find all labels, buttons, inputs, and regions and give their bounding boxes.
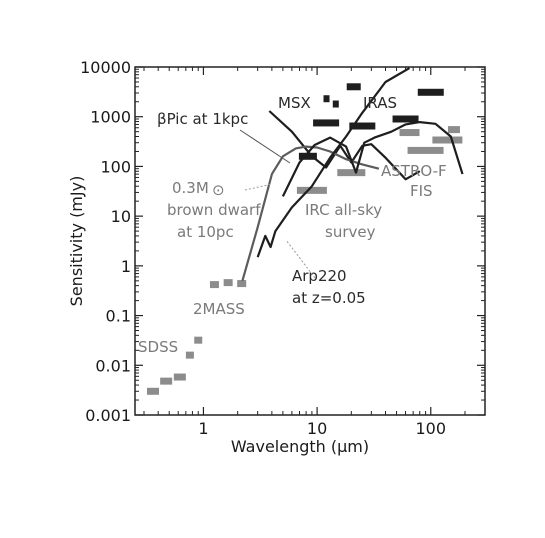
survey-bar-iras bbox=[349, 122, 376, 130]
leader-line bbox=[244, 183, 273, 191]
survey-bar-astro-f-fis bbox=[447, 126, 460, 134]
survey-bar-sdss bbox=[185, 351, 194, 359]
survey-bar-msx bbox=[298, 152, 317, 160]
survey-bar-sdss bbox=[160, 377, 173, 385]
x-tick-label: 10 bbox=[307, 419, 327, 438]
annotation-label: 0.3M bbox=[172, 179, 209, 197]
survey-limit-bars bbox=[147, 83, 463, 395]
survey-bar-astro-f-fis bbox=[399, 129, 420, 137]
axis-ticks: 1 10 100 0.001 0.01 0.1 1 10 100 1000 10000 bbox=[80, 58, 486, 438]
annotation-label: IRC all-sky bbox=[305, 201, 382, 219]
survey-bar-2mass bbox=[223, 279, 233, 287]
annotation-label: MSX bbox=[278, 94, 311, 112]
annotation-label: Arp220 bbox=[292, 267, 347, 285]
y-tick-label: 10 bbox=[111, 207, 131, 226]
survey-bar-msx bbox=[346, 83, 361, 91]
y-tick-label: 0.01 bbox=[95, 356, 131, 375]
y-tick-label: 0.1 bbox=[106, 307, 131, 326]
survey-bar-sdss bbox=[194, 336, 203, 344]
survey-bar-iras bbox=[313, 119, 340, 127]
survey-bar-msx bbox=[323, 95, 330, 103]
survey-bar-irc-all-sky-survey bbox=[296, 186, 327, 194]
x-axis-label: Wavelength (µm) bbox=[231, 437, 369, 456]
survey-bar-msx bbox=[332, 100, 339, 108]
y-tick-label: 100 bbox=[100, 157, 131, 176]
annotation-label: βPic at 1kpc bbox=[157, 110, 248, 128]
survey-bar-irc-all-sky-survey bbox=[337, 169, 366, 177]
survey-bar-sdss bbox=[173, 373, 186, 381]
survey-bar-sdss bbox=[147, 387, 160, 395]
survey-bar-astro-f-fis bbox=[407, 146, 444, 154]
survey-bar-2mass bbox=[237, 280, 247, 288]
x-tick-label: 1 bbox=[198, 419, 208, 438]
x-tick-label: 100 bbox=[415, 419, 446, 438]
y-tick-label: 0.001 bbox=[85, 406, 131, 425]
plot-frame bbox=[134, 66, 486, 416]
annotation-label: ASTRO-F bbox=[381, 162, 447, 180]
survey-bar-2mass bbox=[209, 281, 219, 289]
y-tick-label: 1 bbox=[121, 257, 131, 276]
annotation-label: at 10pc bbox=[177, 223, 234, 241]
survey-bar-iras bbox=[392, 115, 419, 123]
annotation-label: survey bbox=[325, 223, 376, 241]
survey-bar-astro-f-fis bbox=[432, 136, 463, 144]
annotation-label: SDSS bbox=[138, 338, 178, 356]
y-axis-label: Sensitivity (mJy) bbox=[67, 176, 86, 307]
annotation-subscript: ⊙ bbox=[212, 181, 225, 199]
leader-line bbox=[239, 129, 291, 164]
annotation-label: at z=0.05 bbox=[292, 289, 366, 307]
curve-arp220-at-z-0-05 bbox=[256, 67, 411, 258]
source-curves bbox=[241, 67, 464, 282]
y-tick-label: 1000 bbox=[90, 108, 131, 127]
annotation-label: FIS bbox=[410, 182, 433, 200]
annotations: SDSS 2MASS MSX IRAS βPic at 1kpc 0.3M ⊙ brown d… bbox=[138, 94, 447, 356]
annotation-label: 2MASS bbox=[193, 300, 245, 318]
y-tick-label: 10000 bbox=[80, 58, 131, 77]
annotation-label: IRAS bbox=[363, 94, 397, 112]
survey-bar-iras bbox=[417, 88, 444, 96]
curve-irc-all-sky-survey bbox=[281, 121, 464, 197]
annotation-label: brown dwarf bbox=[167, 201, 261, 219]
